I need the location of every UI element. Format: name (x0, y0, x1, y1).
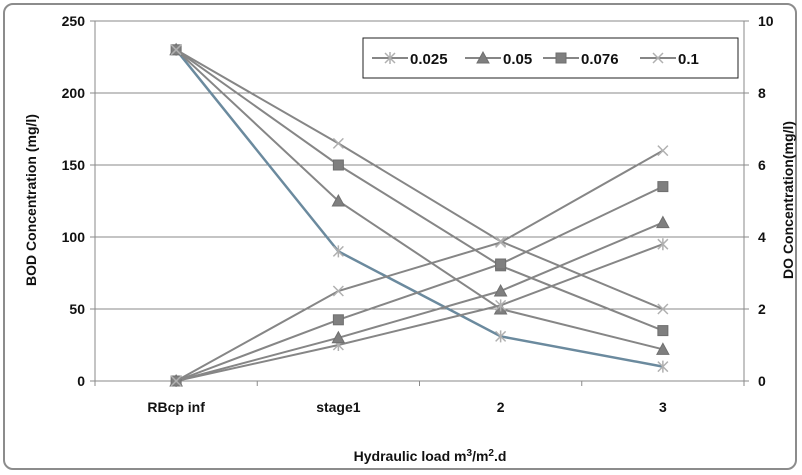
series-layer (169, 42, 670, 387)
series-line (175, 149, 664, 382)
y-tick-label: 100 (62, 229, 86, 245)
data-point-triangle (331, 193, 346, 207)
data-point-triangle (331, 330, 346, 344)
legend: 0.025 0.05 0.076 0.1 (362, 37, 739, 79)
data-point-x (332, 285, 344, 297)
data-point-x (332, 137, 344, 149)
legend-marker-triangle (476, 50, 490, 64)
data-point-star (657, 360, 669, 373)
legend-item-0.076: 0.076 (543, 51, 619, 68)
x-tick-label: RBcp inf (147, 399, 205, 415)
x-tick-label: 2 (497, 399, 505, 415)
series-do-0.1 (170, 145, 669, 387)
y2-tick-label: 8 (758, 85, 766, 101)
y2-tick-label: 6 (758, 157, 766, 173)
legend-label: 0.1 (678, 51, 699, 68)
legend-label: 0.025 (410, 51, 448, 68)
data-point-star (495, 299, 507, 312)
series-line (175, 48, 664, 332)
series-do-0.05 (169, 215, 670, 387)
y2-axis-title: DO Concentration(mg/l) (780, 121, 796, 279)
data-point-square (657, 325, 669, 337)
series-line (175, 221, 664, 382)
data-point-x (170, 375, 182, 387)
legend-item-0.05: 0.05 (465, 50, 532, 68)
data-point-square (657, 181, 669, 193)
series-do-0.025 (170, 238, 669, 387)
y2-tick-label: 10 (758, 13, 774, 29)
series-line (175, 48, 664, 310)
data-point-square (332, 159, 344, 171)
x-tick-label: stage1 (316, 399, 361, 415)
legend-marker-star (384, 52, 396, 64)
legend-marker-square (555, 52, 567, 64)
data-point-triangle (656, 342, 670, 355)
series-line (175, 49, 664, 351)
data-point-x (657, 145, 669, 157)
data-point-x (495, 236, 507, 248)
y-tick-label: 0 (77, 373, 85, 389)
y2-tick-label: 4 (758, 229, 766, 245)
legend-label: 0.05 (503, 51, 532, 68)
y-tick-label: 250 (62, 13, 86, 29)
gridlines (95, 20, 744, 310)
y2-tick-label: 2 (758, 301, 766, 317)
y-tick-label: 150 (62, 157, 86, 173)
data-point-square (332, 314, 344, 326)
y-tick-label: 200 (62, 85, 86, 101)
x-axis-title: Hydraulic load m3/m2.d (354, 448, 507, 465)
legend-label: 0.076 (581, 51, 619, 68)
series-line (175, 49, 664, 368)
data-point-square (495, 258, 507, 270)
data-point-star (332, 245, 344, 258)
data-point-star (657, 238, 669, 251)
tick-labels: 0 50 100 150 200 250 0 2 4 6 8 10 RBcp inf stage1 2 3 (62, 13, 774, 415)
legend-item-0.025: 0.025 (372, 51, 448, 68)
axes (90, 20, 749, 386)
series-do-0.076 (170, 181, 669, 387)
data-point-triangle (656, 215, 670, 229)
y2-tick-label: 0 (758, 373, 766, 389)
data-point-triangle (493, 283, 508, 297)
x-tick-label: 3 (659, 399, 667, 415)
data-point-x (170, 44, 182, 56)
y-axis-title: BOD Concentration (mg/l) (23, 114, 39, 286)
series-line (175, 185, 664, 382)
data-point-x (657, 303, 669, 315)
series-line (175, 243, 664, 382)
legend-marker-x (652, 52, 664, 64)
data-point-star (495, 330, 507, 343)
y-tick-label: 50 (69, 301, 85, 317)
series-bod-0.1 (170, 44, 669, 315)
legend-item-0.1: 0.1 (640, 51, 699, 68)
